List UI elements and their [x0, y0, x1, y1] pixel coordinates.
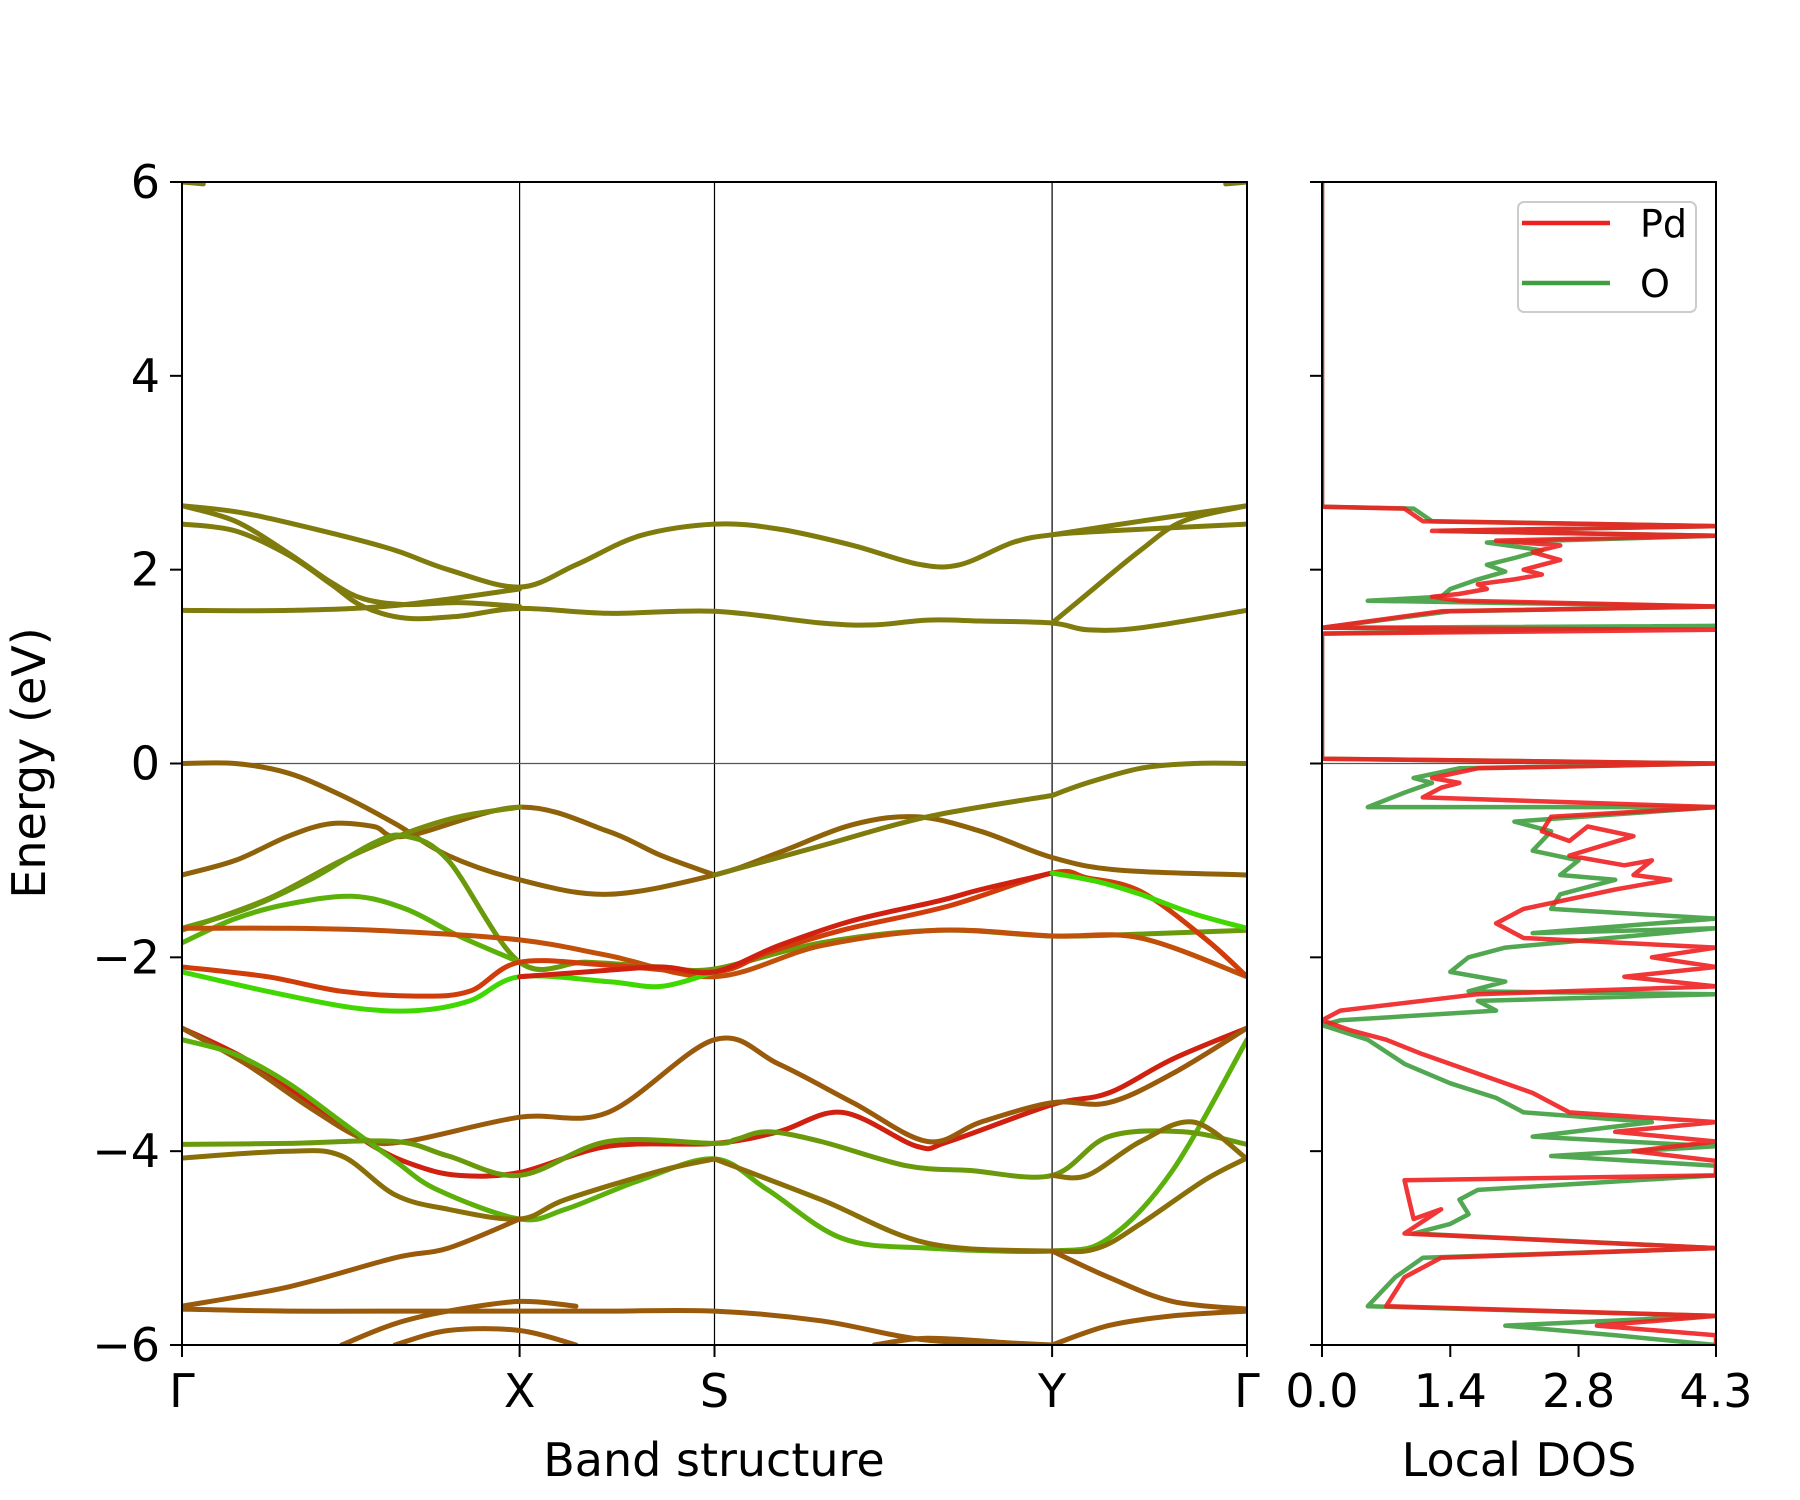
dos-x-tick-label: 4.3 — [1679, 1364, 1752, 1418]
dos-x-tick-label: 2.8 — [1542, 1364, 1615, 1418]
x-axis-title-dos: Local DOS — [1402, 1433, 1637, 1487]
band-line — [1049, 760, 1247, 798]
y-tick-label: 2 — [131, 543, 160, 597]
x-axis-title-band: Band structure — [543, 1433, 884, 1487]
dos-x-ticks: 0.0 1.4 2.8 4.3 — [1285, 1345, 1753, 1418]
dos-panel: 0.0 1.4 2.8 4.3 Local DOS Pd O — [1285, 181, 1753, 1487]
band-line — [182, 969, 717, 1014]
y-tick-label: 0 — [131, 737, 160, 791]
band-line — [182, 503, 1247, 590]
kpoint-label: Γ — [1234, 1364, 1260, 1418]
kpoint-label: X — [504, 1364, 536, 1418]
band-line — [182, 1128, 1247, 1180]
band-lines — [182, 182, 1247, 1345]
dos-x-tick-label: 0.0 — [1285, 1364, 1358, 1418]
legend-label-o: O — [1640, 262, 1670, 306]
band-line — [182, 1148, 717, 1222]
y-tick-label: −4 — [92, 1124, 160, 1178]
band-line — [1049, 1308, 1247, 1345]
band-line — [182, 925, 1247, 980]
dos-series — [1322, 182, 1716, 1345]
kpoint-label: S — [700, 1364, 729, 1418]
band-line — [339, 1298, 579, 1345]
band-line — [392, 1326, 579, 1345]
legend: Pd O — [1517, 201, 1697, 313]
dos-y-ticks — [1310, 181, 1322, 1346]
dos-line-pd — [1322, 182, 1716, 1345]
y-axis-title: Energy (eV) — [2, 627, 56, 898]
band-line — [1049, 503, 1247, 626]
band-line — [182, 1306, 1055, 1345]
dos-lines — [1322, 182, 1716, 1345]
band-line — [1049, 1248, 1247, 1312]
y-tick-label: −2 — [92, 930, 160, 984]
dos-line-o — [1322, 182, 1716, 1345]
kpoint-label: Γ — [169, 1364, 195, 1418]
band-line — [182, 503, 523, 609]
band-line — [1049, 1119, 1247, 1181]
band-structure-panel: 6 4 2 0 −2 −4 −6 Γ X S Y Γ Energy (eV) Band struct… — [2, 155, 1260, 1487]
band-line — [182, 1025, 1247, 1147]
y-tick-label: −6 — [92, 1318, 160, 1372]
band-line — [1049, 870, 1247, 931]
bands — [182, 182, 1247, 1345]
band-line — [182, 586, 523, 614]
dos-x-tick-label: 1.4 — [1414, 1364, 1487, 1418]
band-line — [712, 793, 1055, 878]
band-line — [182, 760, 1247, 897]
y-tick-label: 6 — [131, 155, 160, 209]
band-line — [1049, 503, 1247, 538]
y-tick-label: 4 — [131, 349, 160, 403]
band-line — [182, 1216, 523, 1309]
kpoint-label: Y — [1037, 1364, 1067, 1418]
band-line — [517, 870, 1055, 980]
y-axis-ticks: 6 4 2 0 −2 −4 −6 — [92, 155, 182, 1372]
legend-label-pd: Pd — [1640, 202, 1687, 246]
